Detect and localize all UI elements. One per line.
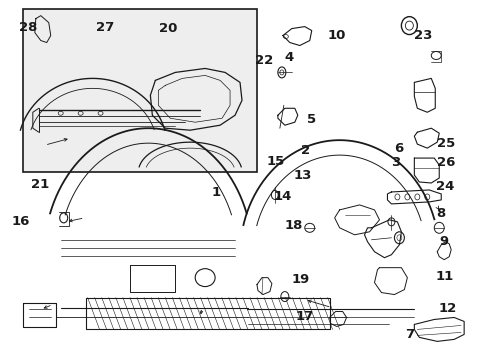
- Text: 9: 9: [438, 235, 447, 248]
- Text: 27: 27: [96, 21, 114, 34]
- Text: 25: 25: [436, 137, 454, 150]
- Text: 3: 3: [390, 156, 399, 169]
- Text: 10: 10: [326, 29, 345, 42]
- Text: 1: 1: [211, 186, 220, 199]
- Bar: [23, 9, 256, 172]
- Text: 21: 21: [31, 178, 49, 191]
- Text: 13: 13: [293, 169, 311, 182]
- Text: 14: 14: [273, 190, 291, 203]
- Text: 5: 5: [306, 113, 315, 126]
- Text: 12: 12: [437, 302, 456, 315]
- Text: 15: 15: [266, 155, 284, 168]
- Text: 17: 17: [295, 310, 313, 323]
- Text: 7: 7: [405, 328, 413, 341]
- Text: 23: 23: [413, 29, 431, 42]
- Text: 22: 22: [255, 54, 273, 67]
- Text: 26: 26: [436, 156, 454, 169]
- Text: 6: 6: [394, 142, 403, 155]
- Text: 2: 2: [301, 144, 309, 157]
- Text: 16: 16: [12, 215, 30, 228]
- Text: 19: 19: [291, 273, 309, 286]
- Text: 18: 18: [284, 219, 302, 233]
- Text: 11: 11: [434, 270, 453, 283]
- Text: 24: 24: [435, 180, 453, 193]
- Text: 8: 8: [435, 207, 444, 220]
- Text: 4: 4: [285, 51, 294, 64]
- Text: 28: 28: [20, 21, 38, 34]
- Text: 20: 20: [159, 22, 177, 35]
